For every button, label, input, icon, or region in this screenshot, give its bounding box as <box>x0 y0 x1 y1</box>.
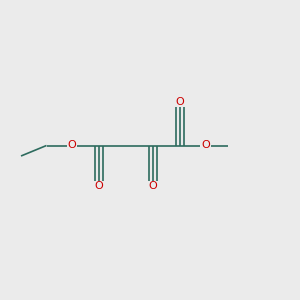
Text: O: O <box>148 181 158 191</box>
Text: O: O <box>68 140 76 151</box>
Text: O: O <box>201 140 210 151</box>
Text: O: O <box>94 181 103 191</box>
Text: O: O <box>176 97 184 107</box>
